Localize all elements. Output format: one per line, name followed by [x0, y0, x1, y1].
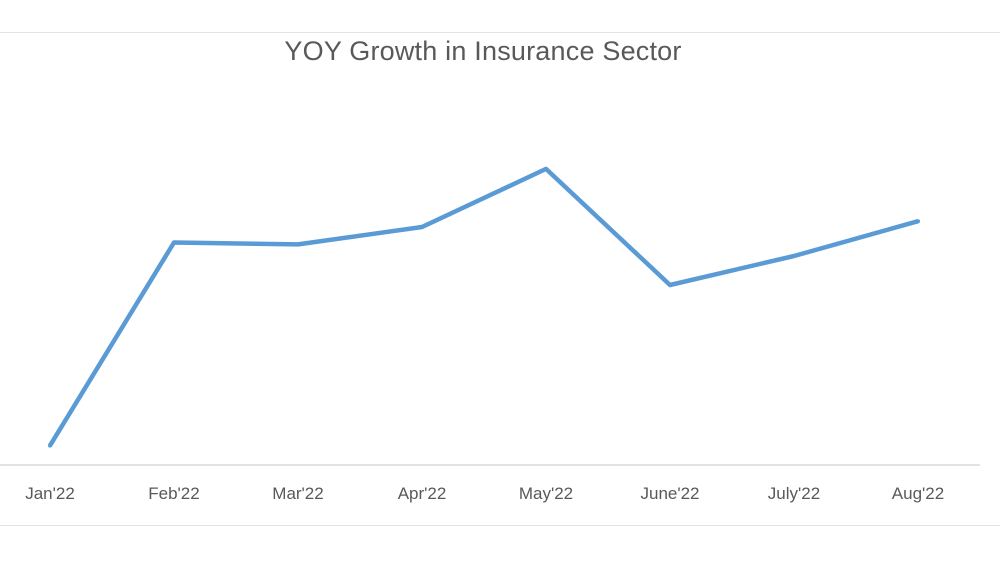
x-tick-label: Mar'22 [272, 484, 323, 503]
data-point [544, 166, 548, 171]
data-point [792, 254, 796, 258]
x-tick-label: Feb'22 [148, 484, 199, 503]
x-tick-label: Aug'22 [892, 484, 944, 503]
data-point [420, 225, 424, 229]
data-point [48, 443, 52, 448]
x-tick-label: July'22 [768, 484, 820, 503]
data-point [296, 242, 300, 247]
chart-area [0, 32, 1000, 526]
data-point [916, 219, 920, 224]
x-tick-label: Apr'22 [398, 484, 447, 503]
series-line [48, 166, 919, 447]
x-tick-label: Jan'22 [25, 484, 75, 503]
x-tick-label: May'22 [519, 484, 573, 503]
data-point [172, 240, 176, 245]
data-point [668, 283, 672, 287]
chart-title: YOY Growth in Insurance Sector [284, 36, 682, 66]
x-tick-label: June'22 [640, 484, 699, 503]
